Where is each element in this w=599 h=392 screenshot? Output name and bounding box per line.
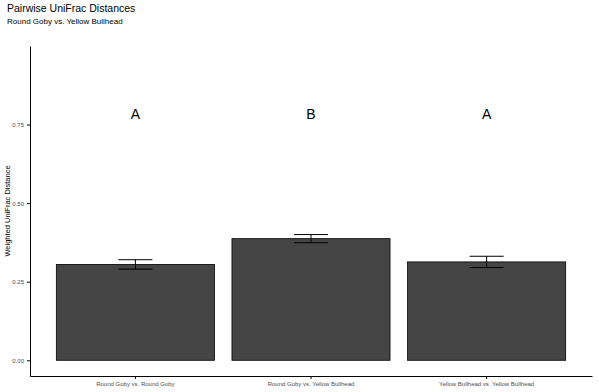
x-tick-mark <box>135 376 136 379</box>
y-tick-label: 0.00 <box>12 358 24 364</box>
y-axis: 0.00 0.25 0.50 0.75 <box>12 47 30 377</box>
y-tick-mark <box>27 125 30 126</box>
error-bar <box>470 256 504 267</box>
x-tick: Yellow Bullhead vs. Yellow Bullhead <box>439 376 534 387</box>
y-tick: 0.00 <box>12 358 30 364</box>
annotations: ABA <box>131 106 492 122</box>
annotation: B <box>306 106 315 122</box>
error-bar-line <box>294 242 328 243</box>
bar <box>408 262 566 360</box>
marks <box>56 235 565 361</box>
y-tick-mark <box>27 360 30 361</box>
error-bar-line <box>486 256 487 267</box>
bar <box>56 264 214 360</box>
title: Pairwise UniFrac Distances <box>7 2 135 14</box>
y-tick-mark <box>27 282 30 283</box>
x-tick-mark <box>486 376 487 379</box>
y-tick: 0.75 <box>12 122 30 128</box>
bar <box>232 239 390 361</box>
error-bar-line <box>118 269 152 270</box>
y-axis-title: Weighted UniFrac Distance <box>3 165 12 256</box>
error-bar-line <box>470 267 504 268</box>
annotation: A <box>131 106 141 122</box>
annotation: A <box>482 106 492 122</box>
x-tick: Round Goby vs. Round Goby <box>96 376 174 387</box>
subtitle: Round Goby vs. Yellow Bullhead <box>7 17 123 26</box>
y-tick-label: 0.25 <box>12 279 24 285</box>
x-tick: Round Goby vs. Yellow Bullhead <box>268 376 355 387</box>
x-tick-mark <box>311 376 312 379</box>
chart: Pairwise UniFrac Distances Round Goby vs.… <box>0 0 599 392</box>
x-tick-label: Yellow Bullhead vs. Yellow Bullhead <box>439 381 534 387</box>
error-bar-line <box>135 260 136 269</box>
x-axis: Round Goby vs. Round Goby Round Goby vs. … <box>31 376 593 387</box>
y-tick-label: 0.50 <box>12 201 24 207</box>
error-bar-line <box>470 256 504 257</box>
y-tick: 0.50 <box>12 201 30 207</box>
y-tick-label: 0.75 <box>12 122 24 128</box>
y-tick: 0.25 <box>12 279 30 285</box>
error-bar <box>294 235 328 243</box>
x-tick-label: Round Goby vs. Round Goby <box>96 381 174 387</box>
error-bar-line <box>118 259 152 260</box>
error-bar <box>118 260 152 269</box>
y-tick-mark <box>27 203 30 204</box>
y-axis-line <box>30 47 31 377</box>
error-bar-line <box>311 235 312 243</box>
x-tick-label: Round Goby vs. Yellow Bullhead <box>268 381 355 387</box>
error-bar-line <box>294 234 328 235</box>
